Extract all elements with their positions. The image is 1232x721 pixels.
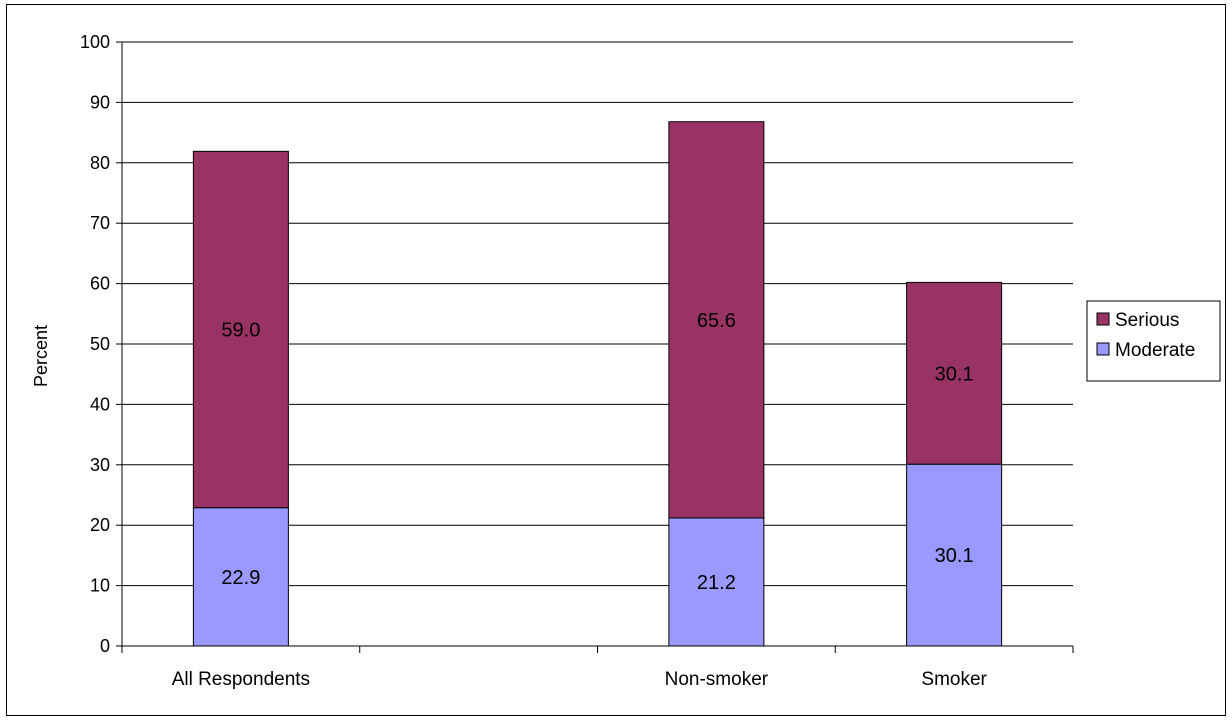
data-label-serious: 65.6 (697, 310, 736, 332)
x-tick-label: Non-smoker (665, 669, 769, 690)
bar-serious (192, 150, 289, 509)
data-label-serious: 30.1 (935, 363, 974, 385)
bar-serious (668, 121, 765, 519)
y-tick-labels: 0 10 20 30 40 50 60 70 80 90 100 (80, 32, 110, 656)
y-tick-label: 30 (90, 455, 110, 475)
y-tick-label: 0 (100, 636, 110, 656)
x-tick-label: Smoker (921, 669, 987, 690)
y-tick-label: 40 (90, 394, 110, 414)
y-tick-label: 50 (90, 334, 110, 354)
y-tick-label: 10 (90, 576, 110, 596)
x-tick-label: All Respondents (172, 669, 310, 690)
bars (192, 121, 1003, 647)
x-tick-labels: All Respondents Non-smoker Smoker (172, 669, 988, 690)
y-tick-label: 100 (80, 32, 110, 52)
y-tick-label: 60 (90, 274, 110, 294)
y-tick-label: 90 (90, 92, 110, 112)
legend-swatch-moderate (1096, 342, 1110, 356)
data-labels: 22.9 59.0 21.2 65.6 30.1 30.1 (221, 310, 973, 594)
legend-swatch-serious (1096, 312, 1110, 326)
bar-moderate (668, 517, 765, 647)
legend-label-serious: Serious (1115, 310, 1179, 331)
data-label-moderate: 21.2 (697, 572, 736, 594)
data-label-serious: 59.0 (221, 320, 260, 342)
axes (116, 41, 1074, 653)
data-label-moderate: 30.1 (935, 545, 974, 567)
bar-moderate (906, 463, 1003, 647)
y-tick-label: 70 (90, 213, 110, 233)
y-axis-title: Percent (31, 325, 51, 387)
legend-label-moderate: Moderate (1115, 340, 1195, 361)
data-label-moderate: 22.9 (221, 567, 260, 589)
bar-moderate (192, 507, 289, 647)
bar-serious (906, 281, 1003, 465)
y-tick-label: 20 (90, 515, 110, 535)
legend: Serious Moderate (1086, 300, 1221, 382)
y-tick-label: 80 (90, 153, 110, 173)
